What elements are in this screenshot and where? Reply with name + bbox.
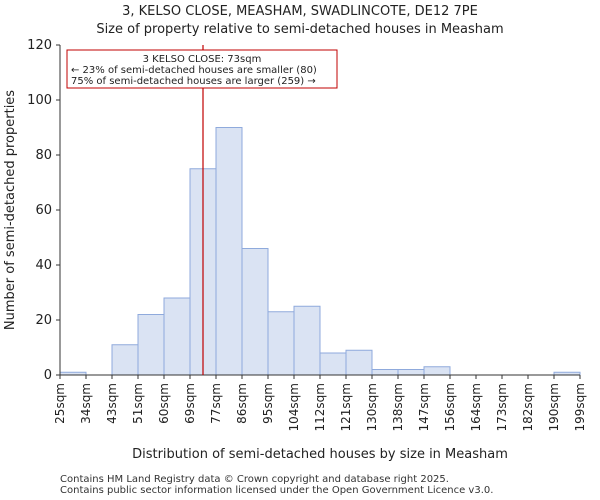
- footer-licence: Contains public sector information licen…: [60, 485, 494, 496]
- x-tick-label: 60sqm: [157, 383, 171, 424]
- y-axis-label: Number of semi-detached properties: [3, 90, 18, 330]
- x-tick-label: 199sqm: [573, 383, 587, 431]
- bar-95sqm: [267, 311, 295, 376]
- y-tick-label: 40: [35, 258, 52, 273]
- bar-112sqm: [319, 352, 347, 376]
- y-tick-label: 120: [27, 38, 52, 53]
- x-tick-label: 77sqm: [209, 383, 223, 424]
- bar-77sqm: [215, 127, 243, 376]
- x-tick-label: 25sqm: [53, 383, 67, 424]
- x-tick-label: 51sqm: [131, 383, 145, 424]
- bar-104sqm: [293, 305, 321, 376]
- x-tick-label: 173sqm: [495, 383, 509, 431]
- bar-51sqm: [137, 314, 165, 376]
- y-tick-label: 100: [27, 93, 52, 108]
- x-tick-label: 156sqm: [443, 383, 457, 431]
- y-tick-label: 80: [35, 148, 52, 163]
- bar-147sqm: [423, 366, 451, 376]
- y-tick-label: 0: [44, 368, 52, 383]
- x-tick-label: 121sqm: [339, 383, 353, 431]
- x-tick-label: 130sqm: [365, 383, 379, 431]
- x-tick-label: 164sqm: [469, 383, 483, 431]
- x-tick-label: 43sqm: [105, 383, 119, 424]
- x-tick-label: 95sqm: [261, 383, 275, 424]
- x-tick-label: 147sqm: [417, 383, 431, 431]
- bar-86sqm: [241, 248, 269, 376]
- x-tick-label: 34sqm: [79, 383, 93, 424]
- y-tick-label: 20: [35, 313, 52, 328]
- annotation-smaller: ← 23% of semi-detached houses are smalle…: [71, 65, 317, 76]
- x-tick-label: 190sqm: [547, 383, 561, 431]
- x-tick-label: 182sqm: [521, 383, 535, 431]
- chart-title: 3, KELSO CLOSE, MEASHAM, SWADLINCOTE, DE…: [122, 4, 478, 19]
- x-tick-label: 112sqm: [313, 383, 327, 431]
- x-tick-label: 86sqm: [235, 383, 249, 424]
- bar-130sqm: [371, 369, 399, 376]
- x-tick-label: 69sqm: [183, 383, 197, 424]
- annotation-title: 3 KELSO CLOSE: 73sqm: [143, 54, 262, 65]
- chart-subtitle: Size of property relative to semi-detach…: [96, 22, 504, 37]
- x-tick-label: 138sqm: [391, 383, 405, 431]
- y-tick-label: 60: [35, 203, 52, 218]
- bar-121sqm: [345, 349, 373, 376]
- footer-copyright: Contains HM Land Registry data © Crown c…: [60, 474, 449, 485]
- histogram-chart: 0 20 40 60 80 100 120 25sqm 34sqm 43sqm 51sqm 60sqm…: [3, 38, 587, 462]
- annotation-larger: 75% of semi-detached houses are larger (…: [71, 76, 316, 87]
- x-tick-label: 104sqm: [287, 383, 301, 431]
- bar-43sqm: [111, 344, 139, 376]
- x-axis-label: Distribution of semi-detached houses by …: [132, 447, 508, 462]
- annotation-box: [66, 49, 338, 89]
- bar-138sqm: [397, 369, 425, 376]
- bar-60sqm: [163, 297, 191, 376]
